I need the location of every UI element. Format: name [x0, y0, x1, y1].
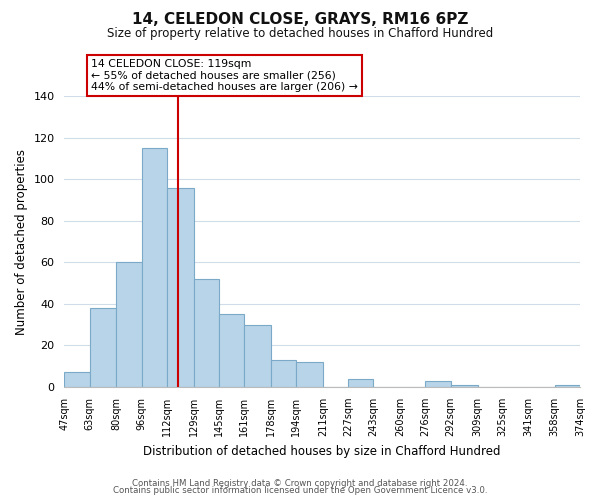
Bar [194, 279, 219, 387]
Text: Size of property relative to detached houses in Chafford Hundred: Size of property relative to detached ho… [107, 28, 493, 40]
Y-axis label: Number of detached properties: Number of detached properties [15, 148, 28, 334]
X-axis label: Distribution of detached houses by size in Chafford Hundred: Distribution of detached houses by size … [143, 444, 501, 458]
Bar [167, 188, 194, 387]
Bar [451, 385, 478, 387]
Bar [142, 148, 167, 387]
Bar [116, 262, 142, 387]
Bar [348, 378, 373, 387]
Bar [296, 362, 323, 387]
Bar [244, 324, 271, 387]
Text: 14, CELEDON CLOSE, GRAYS, RM16 6PZ: 14, CELEDON CLOSE, GRAYS, RM16 6PZ [132, 12, 468, 28]
Bar [425, 380, 451, 387]
Bar [271, 360, 296, 387]
Text: Contains public sector information licensed under the Open Government Licence v3: Contains public sector information licen… [113, 486, 487, 495]
Text: 14 CELEDON CLOSE: 119sqm
← 55% of detached houses are smaller (256)
44% of semi-: 14 CELEDON CLOSE: 119sqm ← 55% of detach… [91, 59, 358, 92]
Bar [555, 385, 580, 387]
Bar [64, 372, 89, 387]
Text: Contains HM Land Registry data © Crown copyright and database right 2024.: Contains HM Land Registry data © Crown c… [132, 478, 468, 488]
Bar [219, 314, 244, 387]
Bar [89, 308, 116, 387]
